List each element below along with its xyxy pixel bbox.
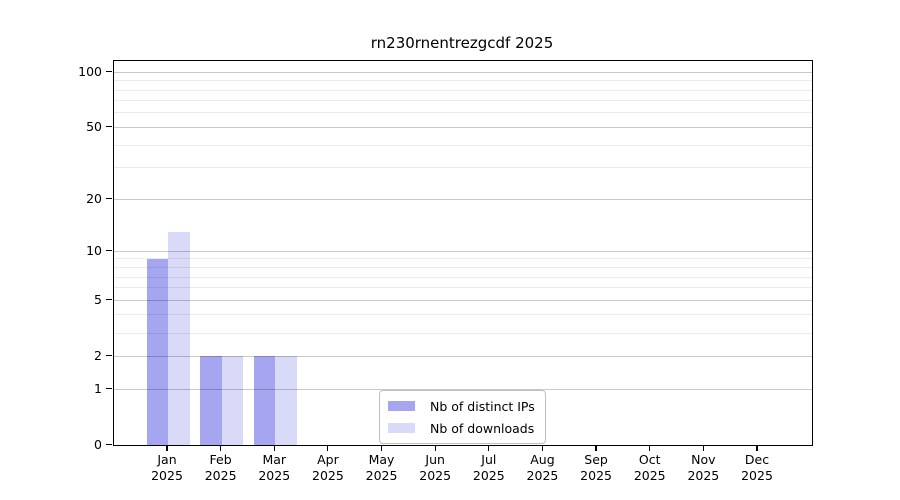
y-tick-label: 0 bbox=[94, 436, 102, 452]
legend-swatch-downloads bbox=[388, 422, 415, 434]
x-tick-label: May 2025 bbox=[365, 452, 398, 483]
y-tick-mark bbox=[106, 70, 112, 72]
x-tick-label: Apr 2025 bbox=[312, 452, 344, 483]
y-tick-mark bbox=[106, 387, 112, 389]
x-tick-label: Jun 2025 bbox=[419, 452, 452, 483]
legend: Nb of distinct IPs Nb of downloads bbox=[379, 390, 546, 444]
x-tick-mark bbox=[327, 445, 329, 451]
minor-gridline bbox=[114, 332, 812, 334]
x-tick-label: Mar 2025 bbox=[258, 452, 291, 483]
x-tick-mark bbox=[380, 445, 383, 451]
x-tick-mark bbox=[220, 445, 222, 451]
x-tick-mark bbox=[273, 445, 275, 451]
legend-item-distinct-ips: Nb of distinct IPs bbox=[388, 397, 535, 415]
y-tick-label: 100 bbox=[78, 63, 102, 79]
x-tick-label: Nov 2025 bbox=[687, 452, 720, 483]
x-tick-mark bbox=[756, 445, 758, 451]
x-tick-label: Dec 2025 bbox=[741, 452, 773, 483]
y-tick-label: 50 bbox=[86, 118, 102, 134]
legend-label-distinct-ips: Nb of distinct IPs bbox=[430, 398, 535, 414]
minor-gridline bbox=[114, 314, 812, 316]
minor-gridline bbox=[114, 100, 812, 102]
y-tick-mark bbox=[106, 354, 112, 356]
x-tick-label: Jan 2025 bbox=[151, 452, 183, 483]
x-tick-mark bbox=[166, 445, 168, 451]
x-tick-mark bbox=[702, 445, 704, 451]
legend-label-downloads: Nb of downloads bbox=[430, 420, 535, 436]
x-tick-mark bbox=[434, 445, 436, 451]
x-tick-mark bbox=[649, 445, 651, 451]
major-gridline bbox=[114, 388, 812, 390]
x-tick-label: Feb 2025 bbox=[204, 452, 237, 483]
minor-gridline bbox=[114, 267, 812, 268]
bar-downloads-jan bbox=[168, 231, 190, 445]
minor-gridline bbox=[114, 167, 812, 169]
major-gridline bbox=[114, 71, 812, 73]
minor-gridline bbox=[114, 80, 812, 82]
x-tick-mark bbox=[541, 445, 544, 451]
x-tick-mark bbox=[488, 445, 490, 451]
minor-gridline bbox=[114, 144, 812, 146]
bar-downloads-mar bbox=[275, 356, 297, 445]
chart-title: rn230rnentrezgcdf 2025 bbox=[370, 34, 554, 52]
x-tick-label: Oct 2025 bbox=[633, 452, 666, 483]
x-tick-label: Sep 2025 bbox=[580, 452, 612, 483]
plot-area: Nb of distinct IPs Nb of downloads bbox=[113, 60, 813, 446]
major-gridline bbox=[114, 198, 812, 200]
y-tick-label: 10 bbox=[86, 242, 102, 258]
y-tick-mark bbox=[106, 125, 112, 128]
major-gridline bbox=[114, 299, 812, 301]
minor-gridline bbox=[114, 258, 812, 260]
minor-gridline bbox=[114, 112, 812, 114]
x-tick-mark bbox=[595, 445, 597, 451]
major-gridline bbox=[114, 250, 812, 252]
major-gridline bbox=[114, 126, 812, 128]
minor-gridline bbox=[114, 276, 812, 278]
y-tick-mark bbox=[106, 443, 112, 445]
legend-swatch-distinct-ips bbox=[388, 400, 415, 412]
x-tick-label: Aug 2025 bbox=[526, 452, 559, 483]
y-tick-mark bbox=[106, 197, 112, 199]
bar-distinct-ips-jan bbox=[146, 259, 168, 445]
y-tick-mark bbox=[106, 298, 112, 300]
y-tick-label: 1 bbox=[94, 380, 102, 396]
x-tick-label: Jul 2025 bbox=[472, 452, 505, 483]
minor-gridline bbox=[114, 287, 812, 289]
y-tick-label: 20 bbox=[86, 190, 102, 206]
legend-item-downloads: Nb of downloads bbox=[388, 419, 535, 437]
bar-distinct-ips-mar bbox=[253, 356, 276, 445]
bar-downloads-feb bbox=[221, 356, 244, 445]
y-tick-mark bbox=[106, 249, 112, 251]
y-tick-label: 2 bbox=[94, 347, 102, 363]
y-tick-label: 5 bbox=[94, 291, 102, 307]
minor-gridline bbox=[114, 89, 812, 91]
bar-distinct-ips-feb bbox=[200, 356, 222, 445]
major-gridline bbox=[114, 355, 812, 357]
